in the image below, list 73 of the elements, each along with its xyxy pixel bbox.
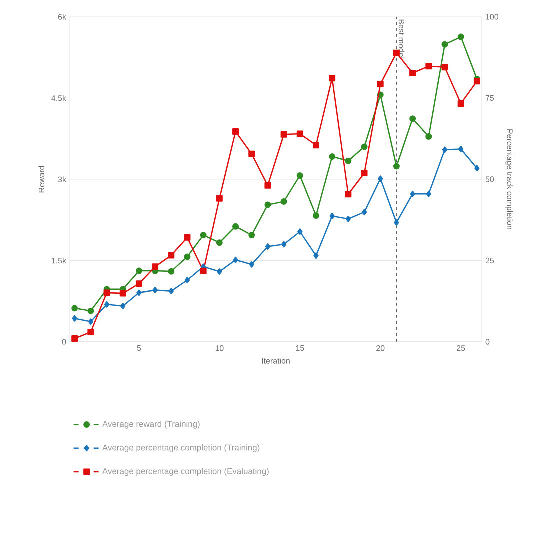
point bbox=[200, 232, 207, 239]
point bbox=[298, 228, 303, 236]
point bbox=[345, 158, 352, 164]
point bbox=[120, 290, 126, 297]
point bbox=[136, 280, 142, 288]
point bbox=[458, 34, 464, 40]
point bbox=[474, 165, 480, 172]
point bbox=[232, 223, 240, 230]
point bbox=[361, 170, 368, 177]
point bbox=[217, 268, 222, 276]
point bbox=[410, 70, 416, 76]
legend-label: Average percentage completion (Training) bbox=[102, 444, 260, 452]
point bbox=[184, 254, 191, 260]
point bbox=[377, 81, 384, 88]
point bbox=[168, 268, 175, 275]
point bbox=[72, 315, 78, 322]
point bbox=[442, 146, 448, 154]
point bbox=[248, 232, 256, 239]
point bbox=[410, 190, 416, 198]
point bbox=[458, 146, 464, 153]
point bbox=[120, 303, 126, 310]
point bbox=[152, 287, 158, 294]
point bbox=[296, 130, 304, 138]
point bbox=[280, 198, 288, 205]
point bbox=[313, 142, 320, 149]
point bbox=[345, 191, 352, 198]
point bbox=[168, 252, 175, 259]
point bbox=[168, 288, 174, 295]
point bbox=[330, 212, 335, 220]
point bbox=[426, 133, 432, 140]
point bbox=[216, 195, 223, 202]
point bbox=[346, 216, 352, 222]
point bbox=[136, 290, 142, 296]
point bbox=[312, 212, 320, 220]
point bbox=[410, 116, 416, 122]
point bbox=[88, 308, 94, 314]
point bbox=[426, 190, 432, 198]
point bbox=[88, 318, 94, 326]
point bbox=[458, 100, 464, 108]
point bbox=[233, 256, 238, 264]
point bbox=[442, 41, 448, 48]
point bbox=[329, 75, 336, 82]
point bbox=[184, 234, 191, 241]
legend-label: Average reward (Training) bbox=[102, 420, 200, 429]
point bbox=[264, 182, 272, 189]
point bbox=[394, 219, 400, 226]
point bbox=[329, 154, 336, 160]
point bbox=[104, 301, 110, 308]
point bbox=[280, 131, 288, 138]
point bbox=[248, 150, 256, 158]
point bbox=[393, 163, 400, 170]
point bbox=[136, 268, 142, 274]
point bbox=[265, 244, 271, 250]
point bbox=[200, 268, 207, 274]
point bbox=[249, 261, 254, 268]
point bbox=[314, 252, 319, 260]
point bbox=[72, 336, 78, 342]
point bbox=[281, 241, 287, 248]
point bbox=[426, 63, 432, 70]
point bbox=[361, 144, 368, 150]
point bbox=[88, 329, 94, 336]
point bbox=[216, 240, 223, 246]
point bbox=[442, 64, 448, 71]
point bbox=[104, 290, 110, 296]
point bbox=[362, 209, 368, 216]
point bbox=[264, 202, 272, 208]
point bbox=[152, 264, 159, 270]
point bbox=[232, 128, 240, 135]
point bbox=[378, 176, 384, 182]
point bbox=[72, 305, 78, 312]
legend-label: Average percentage completion (Evaluating) bbox=[102, 468, 269, 476]
point bbox=[296, 172, 304, 179]
point bbox=[184, 277, 190, 284]
